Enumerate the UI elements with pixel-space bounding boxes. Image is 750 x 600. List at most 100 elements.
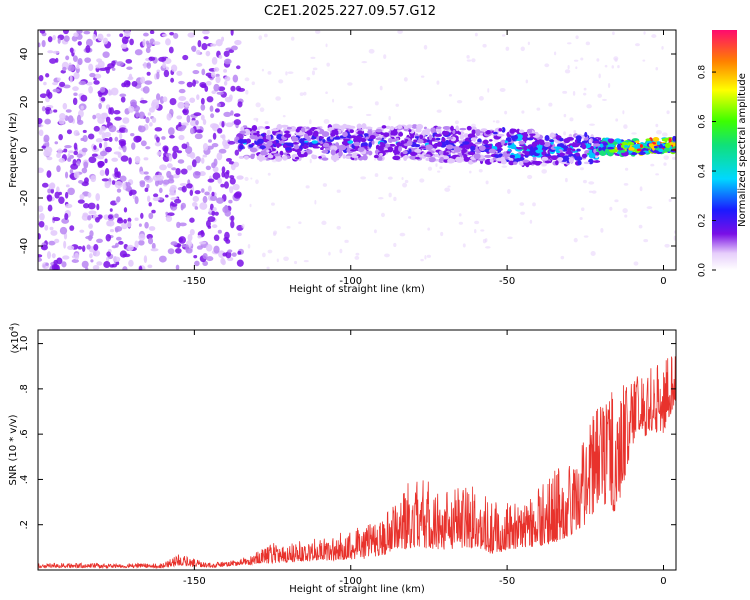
spectrogram-noise-mark	[96, 261, 103, 266]
spectrogram-noise-mark	[121, 222, 128, 230]
spectrogram-noise-mark	[225, 157, 232, 162]
spectrogram-ridge-mark	[265, 126, 270, 130]
spectrogram-noise-mark	[182, 54, 189, 61]
spectrogram-noise-mark	[224, 76, 231, 82]
spectrogram-ridge-mark	[276, 124, 283, 130]
spectrogram-noise-mark	[52, 217, 61, 222]
spectrogram-ridge-mark	[466, 125, 472, 131]
spectrogram-noise-mark	[237, 101, 243, 108]
spectrogram-noise-mark	[671, 156, 676, 160]
spectrogram-noise-mark	[155, 136, 160, 143]
spectrogram-noise-mark	[85, 235, 94, 240]
spectrogram-noise-mark	[482, 43, 487, 48]
spectrogram-noise-mark	[634, 43, 640, 47]
spectrogram-noise-mark	[185, 146, 193, 154]
spectrogram-noise-mark	[361, 61, 368, 64]
spectrogram-ridge-mark	[375, 137, 383, 141]
colorbar-gradient	[712, 30, 737, 270]
spectrogram-noise-mark	[562, 90, 568, 94]
spectrogram-noise-mark	[119, 93, 127, 97]
spectrogram-ridge-mark	[563, 155, 569, 159]
spectrogram-noise-mark	[148, 107, 155, 113]
spectrogram-ridge-mark	[558, 137, 564, 142]
spectrogram-noise-mark	[38, 220, 45, 228]
spectrogram-noise-mark	[41, 182, 49, 188]
spectrogram-ridge-mark	[509, 143, 517, 150]
spectrogram-ridge-mark	[259, 145, 266, 150]
spectrogram-noise-mark	[108, 90, 113, 96]
spectrogram-noise-mark	[65, 109, 72, 113]
spectrogram-ridge-mark	[272, 130, 277, 135]
spectrogram-ridge-mark	[618, 149, 627, 153]
spectrogram-noise-mark	[81, 167, 88, 174]
spectrogram-noise-mark	[128, 259, 134, 267]
spectrogram-noise-mark	[655, 123, 659, 128]
spectrogram-noise-mark	[487, 88, 490, 93]
spectrogram-noise-mark	[237, 87, 246, 92]
spectrogram-ridge-mark	[581, 140, 589, 144]
spectrogram-noise-mark	[207, 178, 215, 183]
spectrogram-noise-mark	[193, 112, 202, 117]
spectrogram-noise-mark	[148, 56, 156, 61]
spectrogram-ridge-mark	[593, 148, 597, 154]
spectrogram-noise-mark	[102, 51, 110, 59]
spectrogram-noise-mark	[53, 109, 58, 113]
spectrogram-noise-mark	[527, 41, 530, 46]
spectrogram-noise-mark	[45, 151, 52, 157]
spectrogram-noise-mark	[82, 129, 87, 133]
spectrogram-noise-mark	[114, 213, 119, 219]
spectrogram-noise-mark	[87, 133, 95, 140]
spectrogram-noise-mark	[143, 171, 149, 175]
spectrogram-noise-mark	[613, 56, 619, 61]
spectrogram-noise-mark	[259, 107, 265, 112]
spectrogram-noise-mark	[88, 85, 94, 94]
spectrogram-noise-mark	[598, 73, 601, 79]
spectrogram-ridge-mark	[436, 141, 443, 147]
spectrogram-noise-mark	[73, 72, 80, 80]
spectrogram-ridge-mark	[351, 155, 359, 158]
spectrogram-noise-mark	[563, 131, 567, 136]
spectrogram-noise-mark	[230, 85, 236, 92]
spectrogram-noise-mark	[204, 191, 210, 196]
spectrogram-noise-mark	[236, 65, 241, 70]
spectrogram-ridge-mark	[418, 154, 422, 158]
spectrogram-noise-mark	[126, 221, 132, 228]
spectrogram-noise-mark	[607, 83, 611, 89]
spectrogram-noise-mark	[278, 79, 284, 84]
spectrogram-ridge-mark	[565, 150, 573, 155]
spectrogram-ridge-mark	[283, 133, 292, 138]
spectrogram-ridge-mark	[509, 154, 516, 159]
spectrogram-noise-mark	[46, 89, 51, 98]
spectrogram-noise-mark	[105, 116, 111, 124]
spectrogram-noise-mark	[261, 68, 265, 72]
spectrogram-ridge-mark	[595, 151, 600, 156]
spectrogram-noise-mark	[142, 86, 150, 94]
spectrogram-noise-mark	[153, 193, 159, 198]
spectrogram-noise-mark	[162, 96, 168, 103]
spectrogram-noise-mark	[104, 146, 112, 153]
spectrogram-noise-mark	[170, 64, 178, 72]
spectrogram-noise-mark	[245, 89, 249, 95]
spectrogram-noise-mark	[402, 182, 408, 188]
spectrogram-noise-mark	[213, 83, 220, 92]
spectrogram-ridge-mark	[251, 125, 258, 131]
spectrogram-noise-mark	[131, 142, 136, 150]
spectrogram-noise-mark	[663, 155, 670, 160]
spectrogram-noise-mark	[499, 87, 506, 92]
spectrogram-ridge-mark	[438, 150, 444, 156]
spectrogram-noise-mark	[206, 256, 214, 262]
spectrogram-noise-mark	[62, 102, 68, 110]
spectrogram-ridge-mark	[433, 143, 438, 149]
x-tick-label: 0	[660, 276, 666, 287]
spectrogram-noise-mark	[501, 165, 508, 168]
spectrogram-noise-mark	[72, 158, 77, 166]
spectrogram-noise-mark	[177, 159, 185, 164]
spectrogram-noise-mark	[38, 257, 43, 262]
spectrogram-noise-mark	[172, 145, 179, 153]
spectrogram-ridge-mark	[541, 156, 549, 161]
spectrogram-noise-mark	[529, 219, 533, 224]
spectrogram-ridge-mark	[398, 131, 404, 137]
spectrogram-ridge-mark	[672, 135, 676, 142]
spectrogram-ridge-mark	[293, 144, 300, 150]
spectrogram-noise-mark	[661, 132, 668, 137]
